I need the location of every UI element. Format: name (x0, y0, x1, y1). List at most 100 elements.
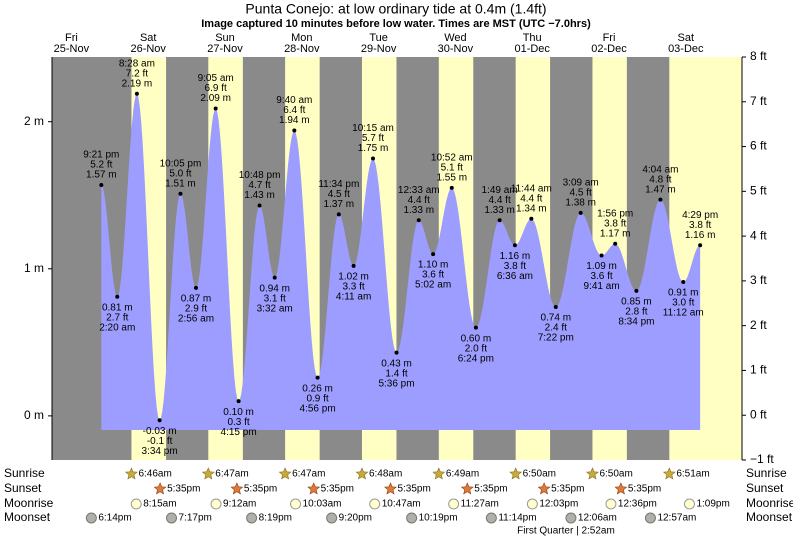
tide-label: 9:40 am (276, 95, 312, 106)
tide-label: 2.7 ft (106, 312, 128, 323)
tide-label: 0.9 ft (306, 393, 328, 404)
tide-point (134, 91, 139, 96)
tide-label: 9:05 am (198, 73, 234, 84)
tide-point (115, 294, 120, 299)
tide-label: 1:49 am (482, 185, 518, 196)
row-label-left: Sunrise (4, 466, 45, 480)
day-name: Wed (444, 32, 466, 44)
moonrise-icon (130, 498, 142, 510)
day-date: 27-Nov (207, 43, 243, 55)
sunset-icon (460, 482, 474, 495)
day-name: Thu (523, 32, 542, 44)
moonrise-icon (526, 498, 538, 510)
tide-label: 5.0 ft (169, 168, 191, 179)
tide-label: 4:29 pm (682, 210, 718, 221)
moonrise-icon (369, 498, 381, 510)
moonset-time: 10:19pm (419, 513, 458, 524)
tide-label: 5:02 am (415, 280, 451, 291)
tide-point (257, 203, 262, 208)
tide-label: 3.8 ft (604, 218, 626, 229)
tide-label: -0.1 ft (147, 436, 173, 447)
tide-label: 10:15 am (352, 123, 394, 134)
day-name: Fri (603, 32, 616, 44)
tide-label: 2.0 ft (465, 343, 487, 354)
moonset-icon (166, 512, 178, 524)
tide-point (578, 210, 583, 215)
tide-label: 7.2 ft (126, 68, 148, 79)
tide-point (698, 243, 703, 248)
tide-label: 4:15 pm (221, 427, 257, 438)
moonset-icon (485, 512, 497, 524)
tide-label: 3.6 ft (422, 270, 444, 281)
moonset-icon (246, 512, 258, 524)
tide-label: 2.09 m (200, 93, 231, 104)
tide-label: 12:33 am (398, 185, 440, 196)
sunset-time: 5:35pm (628, 484, 661, 495)
tide-label: 3.8 ft (689, 220, 711, 231)
sunset-icon (307, 482, 321, 495)
y2-tick-label: 1 ft (750, 363, 767, 377)
tide-label: 0.91 m (668, 288, 699, 299)
moonrise-icon (448, 498, 460, 510)
y-tick-label: 2 m (24, 114, 44, 128)
sunset-icon (614, 482, 628, 495)
day-name: Sun (215, 32, 235, 44)
moonset-time: 7:17pm (179, 513, 212, 524)
sunrise-icon (586, 467, 599, 480)
y2-tick-label: −1 ft (750, 452, 774, 466)
sunset-time: 5:35pm (551, 484, 584, 495)
tide-point (371, 156, 375, 161)
tide-label: 3.0 ft (672, 298, 694, 309)
moonset-time: 11:14pm (498, 513, 536, 524)
tide-point (416, 218, 421, 223)
tide-point (272, 275, 277, 280)
tide-label: 2.4 ft (545, 323, 567, 334)
tide-label: 0.87 m (181, 294, 212, 305)
water-area (101, 93, 701, 430)
moonrise-time: 8:15am (143, 499, 176, 510)
sunset-time: 5:35pm (397, 484, 430, 495)
tide-point (99, 182, 104, 187)
sunrise-icon (278, 467, 292, 480)
tide-label: 4.5 ft (328, 189, 350, 200)
day-date: 01-Dec (514, 43, 550, 55)
y-tick-label: 1 m (24, 261, 44, 275)
tide-label: 4.7 ft (248, 180, 270, 191)
row-label-right: Sunrise (746, 466, 787, 480)
tide-label: 1.47 m (645, 184, 676, 195)
tide-label: 6:36 am (497, 271, 533, 282)
tide-point (315, 375, 320, 380)
tide-label: 1.94 m (279, 115, 310, 126)
row-label-right: Sunset (746, 481, 784, 495)
chart-title: Punta Conejo: at low ordinary tide at 0.… (245, 1, 546, 17)
moonset-icon (406, 512, 418, 524)
moonset-time: 12:57am (657, 513, 696, 524)
tide-label: 1.33 m (484, 205, 515, 216)
tide-label: 6.4 ft (283, 105, 305, 116)
chart-subtitle: Image captured 10 minutes before low wat… (201, 18, 591, 30)
tide-label: 1.34 m (516, 203, 547, 214)
sunset-icon (537, 482, 551, 495)
tide-point (658, 197, 663, 202)
tide-label: 5.2 ft (90, 160, 112, 171)
moonrise-time: 12:03pm (539, 499, 578, 510)
moonrise-icon (210, 498, 222, 510)
day-date: 30-Nov (438, 43, 474, 55)
tide-label: 3.1 ft (264, 293, 286, 304)
y2-tick-label: 5 ft (750, 184, 767, 198)
tide-label: 4:11 am (336, 291, 371, 302)
sunrise-time: 6:47am (292, 469, 325, 480)
day-date: 28-Nov (284, 43, 320, 55)
tide-label: 0.74 m (540, 313, 571, 324)
tide-label: 3:09 am (563, 178, 599, 189)
sunset-time: 5:35pm (244, 484, 277, 495)
tide-label: 4.4 ft (520, 193, 542, 204)
row-label-right: Moonrise (746, 496, 793, 510)
tide-label: 4:56 pm (300, 403, 336, 414)
y-tick-label: 0 m (24, 408, 44, 422)
tide-label: 0.60 m (461, 333, 492, 344)
sunrise-icon (432, 467, 446, 480)
sunrise-time: 6:50am (599, 469, 632, 480)
tide-label: 0.43 m (381, 358, 412, 369)
